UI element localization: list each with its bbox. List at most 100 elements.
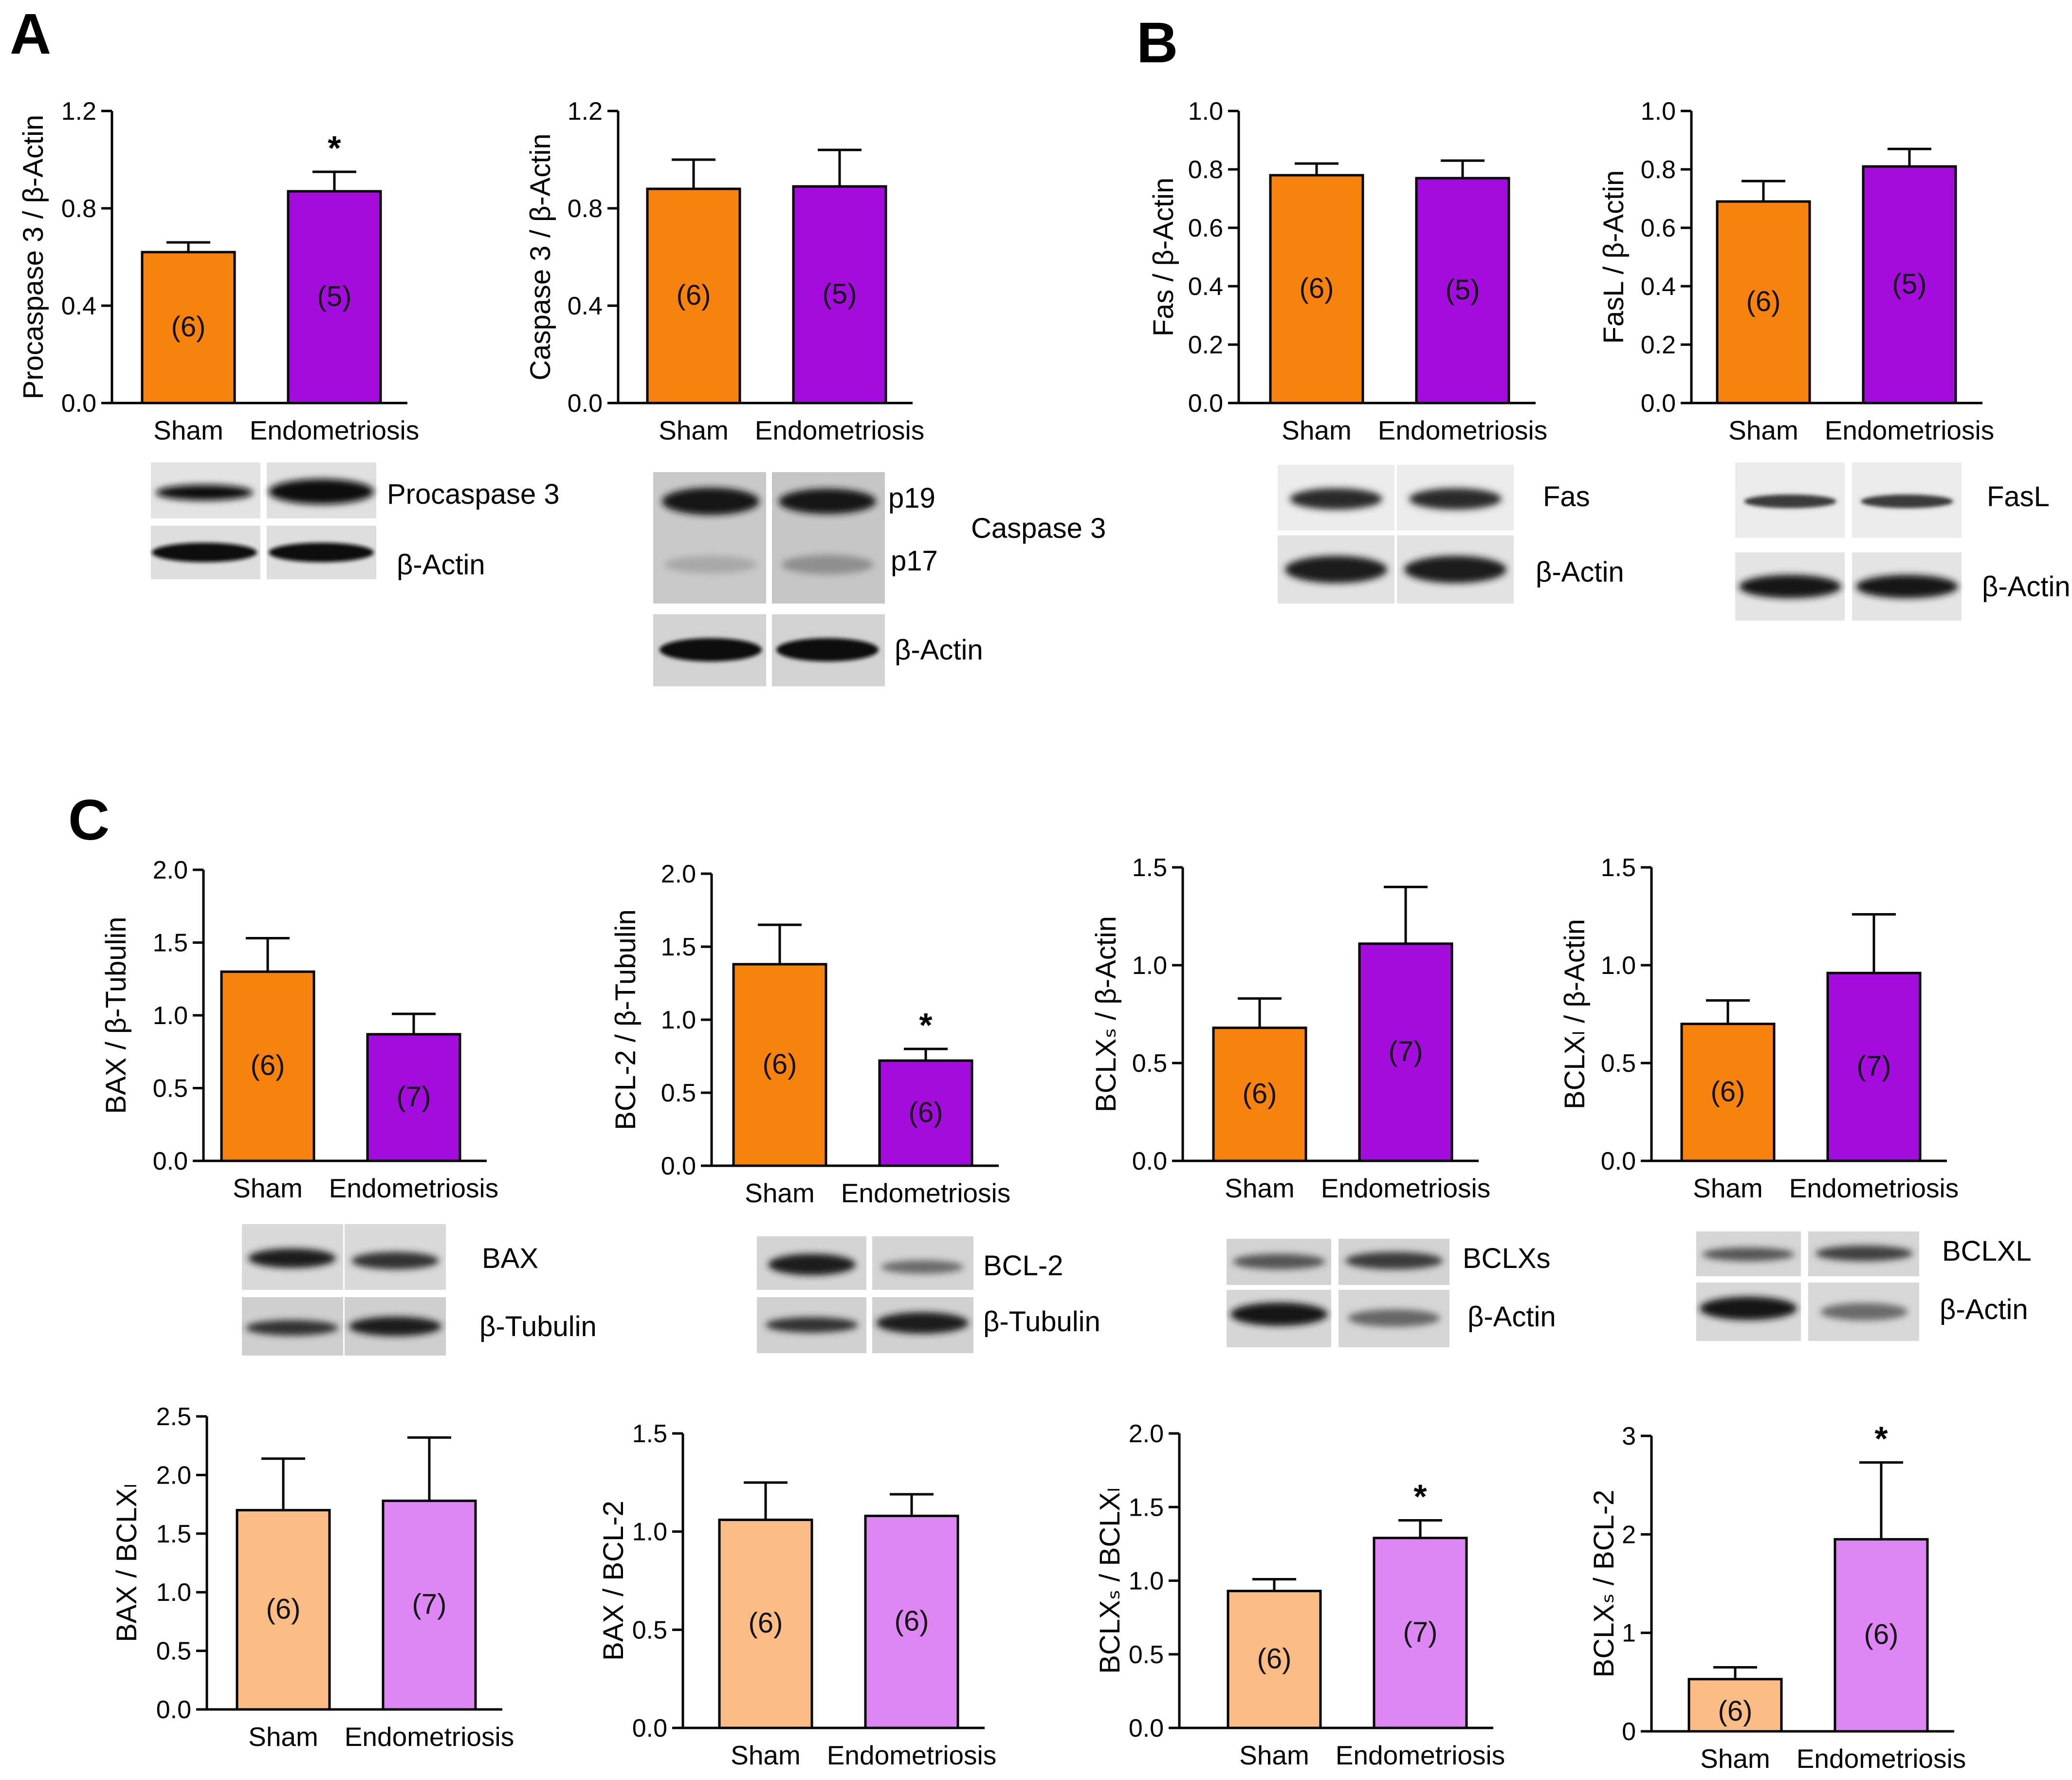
x-category-label: Endometriosis bbox=[1797, 1743, 1966, 1774]
protein-band bbox=[1409, 488, 1502, 510]
blot-bclxl: BCLXL β-Actin bbox=[1696, 1231, 2032, 1341]
bar-sham bbox=[1680, 1023, 1776, 1162]
n-label: (6) bbox=[763, 1048, 797, 1080]
y-tick-label: 1.5 bbox=[1132, 854, 1167, 882]
blot-procaspase-3: Procaspase 3 β-Actin bbox=[151, 462, 560, 581]
y-tick-label: 0.2 bbox=[1188, 331, 1223, 359]
y-tick-label: 1.5 bbox=[1601, 854, 1636, 882]
bar-sham bbox=[1716, 200, 1811, 404]
panel-label-b: B bbox=[1137, 11, 1178, 75]
bar-chart-12: 0 1 2 3 BCLXₛ / BCL-2 (6) Sham (6) * Endometriosi… bbox=[1588, 1420, 1966, 1774]
blot-label-caspase-3: Caspase 3 bbox=[971, 513, 1106, 544]
protein-band bbox=[1348, 1309, 1440, 1327]
y-tick-label: 0.4 bbox=[61, 292, 96, 320]
y-tick-label: 3 bbox=[1622, 1422, 1636, 1450]
y-axis-label: BCLXₛ / BCLXₗ bbox=[1094, 1487, 1126, 1674]
protein-band bbox=[1744, 495, 1836, 508]
protein-band bbox=[781, 555, 874, 574]
protein-band bbox=[152, 543, 257, 562]
n-label: (6) bbox=[1243, 1078, 1277, 1109]
x-category-label: Sham bbox=[233, 1173, 303, 1203]
bar-endometriosis bbox=[1373, 1537, 1468, 1729]
protein-band bbox=[1233, 1254, 1325, 1269]
bar-endometriosis bbox=[864, 1514, 959, 1729]
protein-band bbox=[351, 1252, 439, 1269]
blot-caspase-3: p19 p17 Caspase 3 β-Actin bbox=[653, 472, 1106, 686]
n-label: (6) bbox=[1257, 1643, 1292, 1674]
blot-bclxs: BCLXs β-Actin bbox=[1227, 1239, 1556, 1347]
blot-label-b-actin: β-Actin bbox=[397, 549, 485, 581]
y-tick-label: 1.0 bbox=[153, 1002, 188, 1030]
n-label: (7) bbox=[1403, 1616, 1438, 1648]
y-tick-label: 1.2 bbox=[568, 97, 603, 126]
y-tick-label: 0.5 bbox=[156, 1637, 191, 1666]
significance-star: * bbox=[328, 129, 341, 167]
x-category-label: Sham bbox=[1225, 1173, 1295, 1203]
n-label: (6) bbox=[251, 1050, 285, 1082]
bar-sham bbox=[732, 963, 827, 1167]
y-tick-label: 0.0 bbox=[1129, 1714, 1164, 1743]
bar-chart-9: 0.0 0.5 1.0 1.5 2.0 2.5 BAX / BCLXₗ (6) Sham (7) E… bbox=[111, 1403, 514, 1752]
x-category-label: Endometriosis bbox=[250, 415, 419, 445]
protein-band bbox=[1285, 556, 1387, 583]
y-tick-label: 1.5 bbox=[153, 929, 188, 957]
bar-sham bbox=[1687, 1678, 1783, 1733]
bar-endometriosis bbox=[1862, 165, 1957, 404]
protein-band bbox=[776, 638, 879, 661]
x-category-label: Endometriosis bbox=[1825, 415, 1994, 445]
protein-band bbox=[1739, 575, 1841, 598]
y-tick-label: 0 bbox=[1622, 1718, 1636, 1746]
protein-band bbox=[766, 1317, 858, 1333]
n-label: (5) bbox=[1892, 268, 1927, 300]
protein-band bbox=[1702, 1248, 1795, 1261]
blot-bcl-2: BCL-2 β-Tubulin bbox=[757, 1236, 1100, 1353]
bar-endometriosis bbox=[1415, 177, 1510, 404]
y-axis-label: Procaspase 3 / β-Actin bbox=[18, 115, 49, 400]
y-tick-label: 1.0 bbox=[632, 1518, 667, 1546]
protein-band bbox=[248, 1248, 336, 1268]
y-tick-label: 1.0 bbox=[661, 1006, 696, 1034]
y-tick-label: 0.6 bbox=[1641, 214, 1676, 242]
n-label: (5) bbox=[1446, 274, 1480, 306]
bar-endometriosis bbox=[287, 190, 382, 404]
x-category-label: Endometriosis bbox=[345, 1722, 514, 1752]
y-tick-label: 0.0 bbox=[1188, 389, 1223, 418]
y-axis-label: BCL-2 / β-Tubulin bbox=[610, 909, 642, 1130]
y-tick-label: 0.0 bbox=[1641, 389, 1676, 418]
y-tick-label: 0.4 bbox=[1188, 273, 1223, 301]
blot-label-b-tubulin: β-Tubulin bbox=[479, 1311, 597, 1342]
bar-sham bbox=[236, 1509, 331, 1711]
protein-band bbox=[156, 485, 253, 500]
protein-band bbox=[269, 479, 374, 504]
protein-band bbox=[664, 556, 757, 573]
blot-label-bclxl: BCLXL bbox=[1942, 1235, 2032, 1267]
protein-band bbox=[660, 638, 762, 661]
y-tick-label: 1.0 bbox=[1641, 97, 1676, 126]
bar-chart-5: 0.0 0.5 1.0 1.5 2.0 BAX / β-Tubulin (6) Sham (7)… bbox=[100, 856, 498, 1203]
n-label: (6) bbox=[1300, 273, 1334, 304]
x-category-label: Endometriosis bbox=[1789, 1173, 1959, 1203]
protein-band bbox=[1700, 1297, 1797, 1320]
n-label: (5) bbox=[317, 281, 352, 312]
bar-chart-8: 0.0 0.5 1.0 1.5 BCLXₗ / β-Actin (6) Sham (7) End… bbox=[1559, 854, 1959, 1203]
y-tick-label: 0.5 bbox=[632, 1616, 667, 1644]
n-label: (5) bbox=[823, 278, 857, 310]
y-tick-label: 0.0 bbox=[632, 1714, 667, 1743]
protein-band bbox=[1820, 1303, 1908, 1321]
protein-band bbox=[1345, 1252, 1443, 1269]
y-axis-label: BAX / BCL-2 bbox=[598, 1501, 629, 1661]
y-tick-label: 2.0 bbox=[1129, 1420, 1164, 1448]
y-tick-label: 0.4 bbox=[568, 292, 603, 320]
protein-band bbox=[1290, 488, 1382, 510]
y-tick-label: 0.8 bbox=[1188, 156, 1223, 184]
y-tick-label: 2 bbox=[1622, 1521, 1636, 1549]
significance-star: * bbox=[1413, 1477, 1427, 1515]
bar-chart-3: 0.0 0.2 0.4 0.6 0.8 1.0 Fas / β-Actin (6) Sham (5… bbox=[1148, 97, 1547, 445]
blot-label-bcl-2: BCL-2 bbox=[983, 1250, 1063, 1282]
y-tick-label: 1.5 bbox=[1129, 1493, 1164, 1522]
y-tick-label: 1.0 bbox=[1129, 1567, 1164, 1596]
panel-label-c: C bbox=[68, 788, 110, 852]
protein-band bbox=[1815, 1246, 1913, 1261]
y-tick-label: 2.0 bbox=[156, 1461, 191, 1489]
